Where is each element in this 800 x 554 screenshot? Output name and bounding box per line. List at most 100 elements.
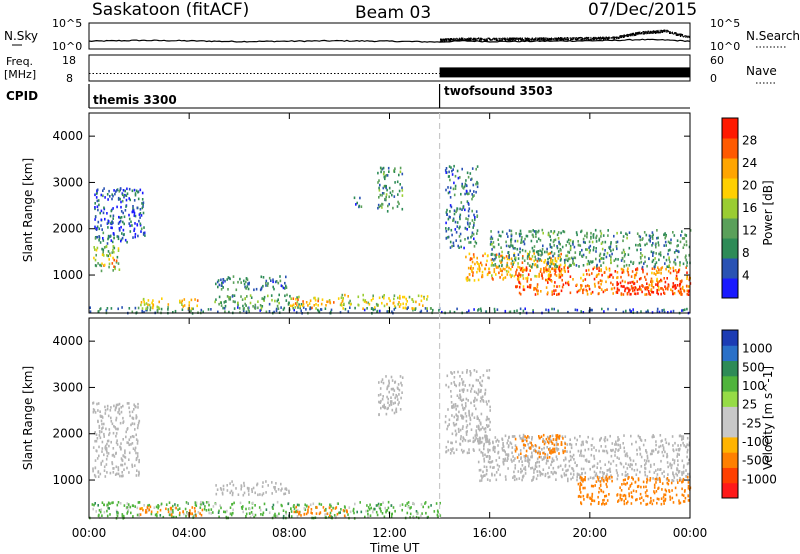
echo-cell [515, 446, 518, 449]
echo-cell [492, 441, 494, 445]
nsearch-point [575, 38, 577, 41]
nsearch-point [537, 37, 539, 40]
echo-cell [294, 306, 297, 309]
echo-cell [541, 274, 543, 278]
echo-cell [682, 435, 685, 438]
nsearch-point [581, 37, 583, 39]
echo-cell [539, 249, 541, 253]
echo-cell [478, 441, 481, 445]
nsearch-point [462, 38, 464, 40]
echo-cell [548, 466, 550, 469]
echo-cell [447, 175, 450, 178]
echo-cell [456, 414, 458, 418]
nsearch-point [666, 31, 668, 33]
echo-cell [320, 302, 323, 306]
echo-cell [673, 461, 676, 465]
echo-cell [644, 463, 646, 467]
echo-cell [99, 211, 101, 215]
echo-cell [489, 479, 491, 482]
echo-cell [588, 262, 591, 266]
nsky-series [88, 38, 691, 43]
echo-cell [517, 262, 519, 265]
echo-cell [245, 286, 247, 290]
echo-cell [676, 455, 678, 458]
echo-cell [610, 258, 612, 262]
echo-cell [502, 462, 505, 466]
echo-cell [487, 460, 490, 464]
echo-cell [265, 284, 267, 287]
echo-cell [386, 188, 388, 192]
echo-cell [226, 278, 228, 281]
echo-cell [637, 292, 639, 295]
echo-cell [647, 286, 649, 290]
echo-cell [103, 432, 105, 436]
echo-cell [509, 245, 511, 249]
nsearch-point [592, 37, 594, 39]
echo-cell [501, 447, 504, 450]
nsearch-point [541, 38, 543, 41]
echo-cell [663, 244, 665, 247]
nsearch-point [554, 37, 556, 39]
beam-title: Beam 03 [355, 3, 431, 23]
nsearch-point [647, 32, 649, 34]
echo-cell [463, 437, 465, 441]
echo-cell [263, 297, 265, 301]
echo-cell [606, 451, 609, 455]
nsearch-point [663, 29, 665, 32]
echo-cell [131, 463, 133, 467]
echo-cell [572, 261, 574, 265]
echo-cell [336, 512, 339, 516]
nsearch-point [632, 33, 634, 35]
echo-cell [505, 453, 507, 456]
echo-cell [391, 190, 394, 193]
echo-cell [655, 261, 658, 264]
echo-cell [459, 395, 462, 399]
echo-cell [142, 231, 145, 235]
echo-cell [172, 511, 174, 514]
echo-cell [110, 440, 112, 444]
echo-cell [533, 471, 535, 474]
echo-cell [141, 310, 144, 313]
echo-cell [94, 502, 96, 505]
echo-cell [672, 266, 675, 270]
echo-cell [648, 238, 650, 242]
echo-cell [396, 398, 399, 401]
echo-cell [257, 493, 259, 497]
echo-cell [200, 500, 202, 504]
echo-cell [682, 308, 685, 312]
echo-cell [468, 203, 470, 206]
echo-cell [469, 439, 471, 442]
echo-cell [685, 266, 687, 269]
echo-cell [284, 281, 286, 285]
echo-cell [101, 427, 103, 430]
nsearch-point [440, 40, 442, 42]
echo-cell [242, 505, 244, 508]
nsearch-point [675, 32, 677, 34]
echo-cell [212, 505, 215, 508]
echo-cell [677, 270, 680, 274]
echo-cell [626, 286, 628, 290]
echo-cell [111, 251, 113, 254]
echo-cell [587, 268, 590, 272]
echo-cell [179, 511, 181, 515]
echo-cell [247, 306, 249, 310]
echo-cell [456, 394, 459, 397]
echo-cell [461, 167, 463, 171]
echo-cell [516, 268, 518, 272]
echo-cell [657, 285, 660, 289]
echo-cell [599, 439, 601, 442]
echo-cell [501, 448, 504, 452]
power-cbar-swatch [722, 138, 738, 159]
echo-cell [554, 238, 557, 242]
echo-cell [133, 214, 136, 217]
nsearch-point [579, 37, 581, 39]
echo-cell [120, 200, 122, 204]
echo-cell [670, 238, 672, 242]
echo-cell [180, 301, 183, 304]
echo-cell [253, 515, 255, 519]
echo-cell [527, 459, 530, 463]
echo-cell [678, 284, 681, 288]
echo-cell [603, 253, 605, 257]
echo-cell [157, 506, 159, 510]
echo-cell [118, 409, 120, 412]
